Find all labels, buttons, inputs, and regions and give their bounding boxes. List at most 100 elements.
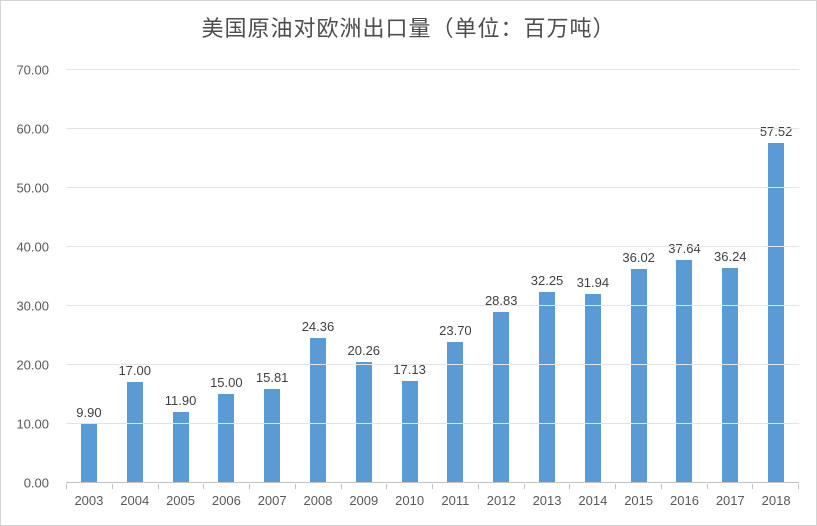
bar-slot: 57.52 bbox=[753, 69, 799, 482]
bar-slot: 37.64 bbox=[662, 69, 708, 482]
bar-value-label: 31.94 bbox=[576, 274, 610, 290]
bar-value-label: 57.52 bbox=[759, 123, 793, 139]
tick bbox=[66, 484, 113, 489]
x-axis-ticks bbox=[66, 484, 799, 489]
x-axis-labels: 2003 2004 2005 2006 2007 2008 2009 2010 2011 2012… bbox=[66, 493, 799, 508]
tick bbox=[250, 484, 296, 489]
bar-slot: 36.24 bbox=[707, 69, 753, 482]
tick bbox=[662, 484, 708, 489]
bar-value-label: 15.81 bbox=[255, 369, 289, 385]
x-axis-category-label: 2012 bbox=[486, 493, 516, 508]
bar-value-label: 11.90 bbox=[164, 392, 197, 408]
gridline bbox=[66, 305, 799, 306]
bar-slot: 36.02 bbox=[616, 69, 662, 482]
bar-value-label: 9.90 bbox=[76, 404, 102, 420]
bar bbox=[309, 338, 326, 482]
plot-area: 9.90 17.00 11.90 15.00 15.81 24.36 20.26 17.13 2… bbox=[66, 69, 799, 483]
y-axis-tick-label: 10.00 bbox=[16, 416, 49, 432]
tick bbox=[570, 484, 616, 489]
x-axis-category-label: 2013 bbox=[532, 493, 562, 508]
gridline bbox=[66, 128, 799, 129]
gridline bbox=[66, 69, 799, 70]
x-axis-category-label: 2016 bbox=[670, 493, 699, 508]
tick bbox=[342, 484, 388, 489]
bar-value-label: 20.26 bbox=[347, 343, 381, 359]
x-axis-category-label: 2006 bbox=[211, 493, 241, 508]
y-axis-tick-label: 70.00 bbox=[16, 62, 49, 78]
bar bbox=[172, 411, 189, 482]
tick bbox=[479, 484, 525, 489]
y-axis-tick-label: 40.00 bbox=[16, 239, 49, 255]
bar-value-label: 23.70 bbox=[439, 323, 472, 339]
x-axis-category-label: 2014 bbox=[578, 493, 608, 508]
x-axis-category-label: 2018 bbox=[761, 493, 791, 508]
bar-value-label: 17.00 bbox=[118, 362, 151, 378]
bar-slot: 20.26 bbox=[341, 69, 387, 482]
bar-slot: 24.36 bbox=[295, 69, 341, 482]
bar-slot: 23.70 bbox=[433, 69, 479, 482]
y-axis-tick-label: 50.00 bbox=[16, 180, 49, 196]
y-axis-tick-label: 30.00 bbox=[16, 298, 49, 314]
bar-slot: 31.94 bbox=[570, 69, 616, 482]
x-axis-category-label: 2008 bbox=[303, 493, 333, 508]
tick bbox=[159, 484, 205, 489]
bar bbox=[126, 381, 143, 482]
gridline bbox=[66, 246, 799, 247]
x-axis-category-label: 2010 bbox=[395, 493, 425, 508]
bar bbox=[355, 362, 372, 482]
y-axis-labels: 0.00 10.00 20.00 30.00 40.00 50.00 60.00 70.00 bbox=[1, 63, 49, 491]
x-axis-category-label: 2003 bbox=[74, 493, 104, 508]
tick bbox=[296, 484, 342, 489]
tick bbox=[387, 484, 433, 489]
x-axis-line bbox=[66, 482, 799, 483]
bar-value-label: 36.02 bbox=[622, 250, 655, 266]
bar bbox=[584, 293, 601, 482]
x-axis-category-label: 2017 bbox=[715, 493, 745, 508]
bar bbox=[264, 388, 281, 482]
tick bbox=[433, 484, 479, 489]
x-axis-category-label: 2011 bbox=[441, 493, 470, 508]
y-axis-tick-label: 0.00 bbox=[23, 475, 49, 491]
tick bbox=[525, 484, 571, 489]
gridline bbox=[66, 187, 799, 188]
bar-slot: 28.83 bbox=[478, 69, 524, 482]
gridline bbox=[66, 423, 799, 424]
bar-value-label: 37.64 bbox=[668, 240, 701, 256]
gridline bbox=[66, 364, 799, 365]
x-axis-category-label: 2004 bbox=[120, 493, 150, 508]
bar bbox=[447, 342, 464, 482]
bar bbox=[722, 268, 739, 482]
bar-value-label: 28.83 bbox=[484, 292, 518, 308]
x-axis-category-label: 2009 bbox=[349, 493, 379, 508]
bar-slot: 17.13 bbox=[387, 69, 433, 482]
bar bbox=[768, 142, 785, 482]
bars: 9.90 17.00 11.90 15.00 15.81 24.36 20.26 17.13 2… bbox=[66, 69, 799, 482]
bar bbox=[493, 311, 510, 482]
bar-slot: 11.90 bbox=[158, 69, 204, 482]
bar-slot: 32.25 bbox=[524, 69, 570, 482]
bar bbox=[401, 380, 418, 482]
bar bbox=[80, 423, 97, 482]
tick bbox=[708, 484, 754, 489]
bar-value-label: 32.25 bbox=[530, 272, 564, 288]
x-axis-category-label: 2007 bbox=[257, 493, 287, 508]
bar-slot: 9.90 bbox=[66, 69, 112, 482]
bar bbox=[630, 269, 647, 482]
bar-value-label: 24.36 bbox=[301, 319, 335, 335]
bar-value-label: 15.00 bbox=[210, 374, 243, 390]
x-axis-category-label: 2005 bbox=[166, 493, 195, 508]
bar bbox=[539, 291, 556, 482]
tick bbox=[204, 484, 250, 489]
y-axis-tick-label: 20.00 bbox=[16, 357, 49, 373]
bar bbox=[676, 259, 693, 482]
bar-value-label: 36.24 bbox=[714, 249, 747, 265]
bar-slot: 15.81 bbox=[249, 69, 295, 482]
bar bbox=[218, 393, 235, 482]
tick bbox=[113, 484, 159, 489]
chart-title: 美国原油对欧洲出口量（单位：百万吨） bbox=[201, 16, 616, 41]
bar-value-label: 17.13 bbox=[393, 361, 426, 377]
tick bbox=[616, 484, 662, 489]
bar-slot: 17.00 bbox=[112, 69, 158, 482]
x-axis-category-label: 2015 bbox=[624, 493, 654, 508]
